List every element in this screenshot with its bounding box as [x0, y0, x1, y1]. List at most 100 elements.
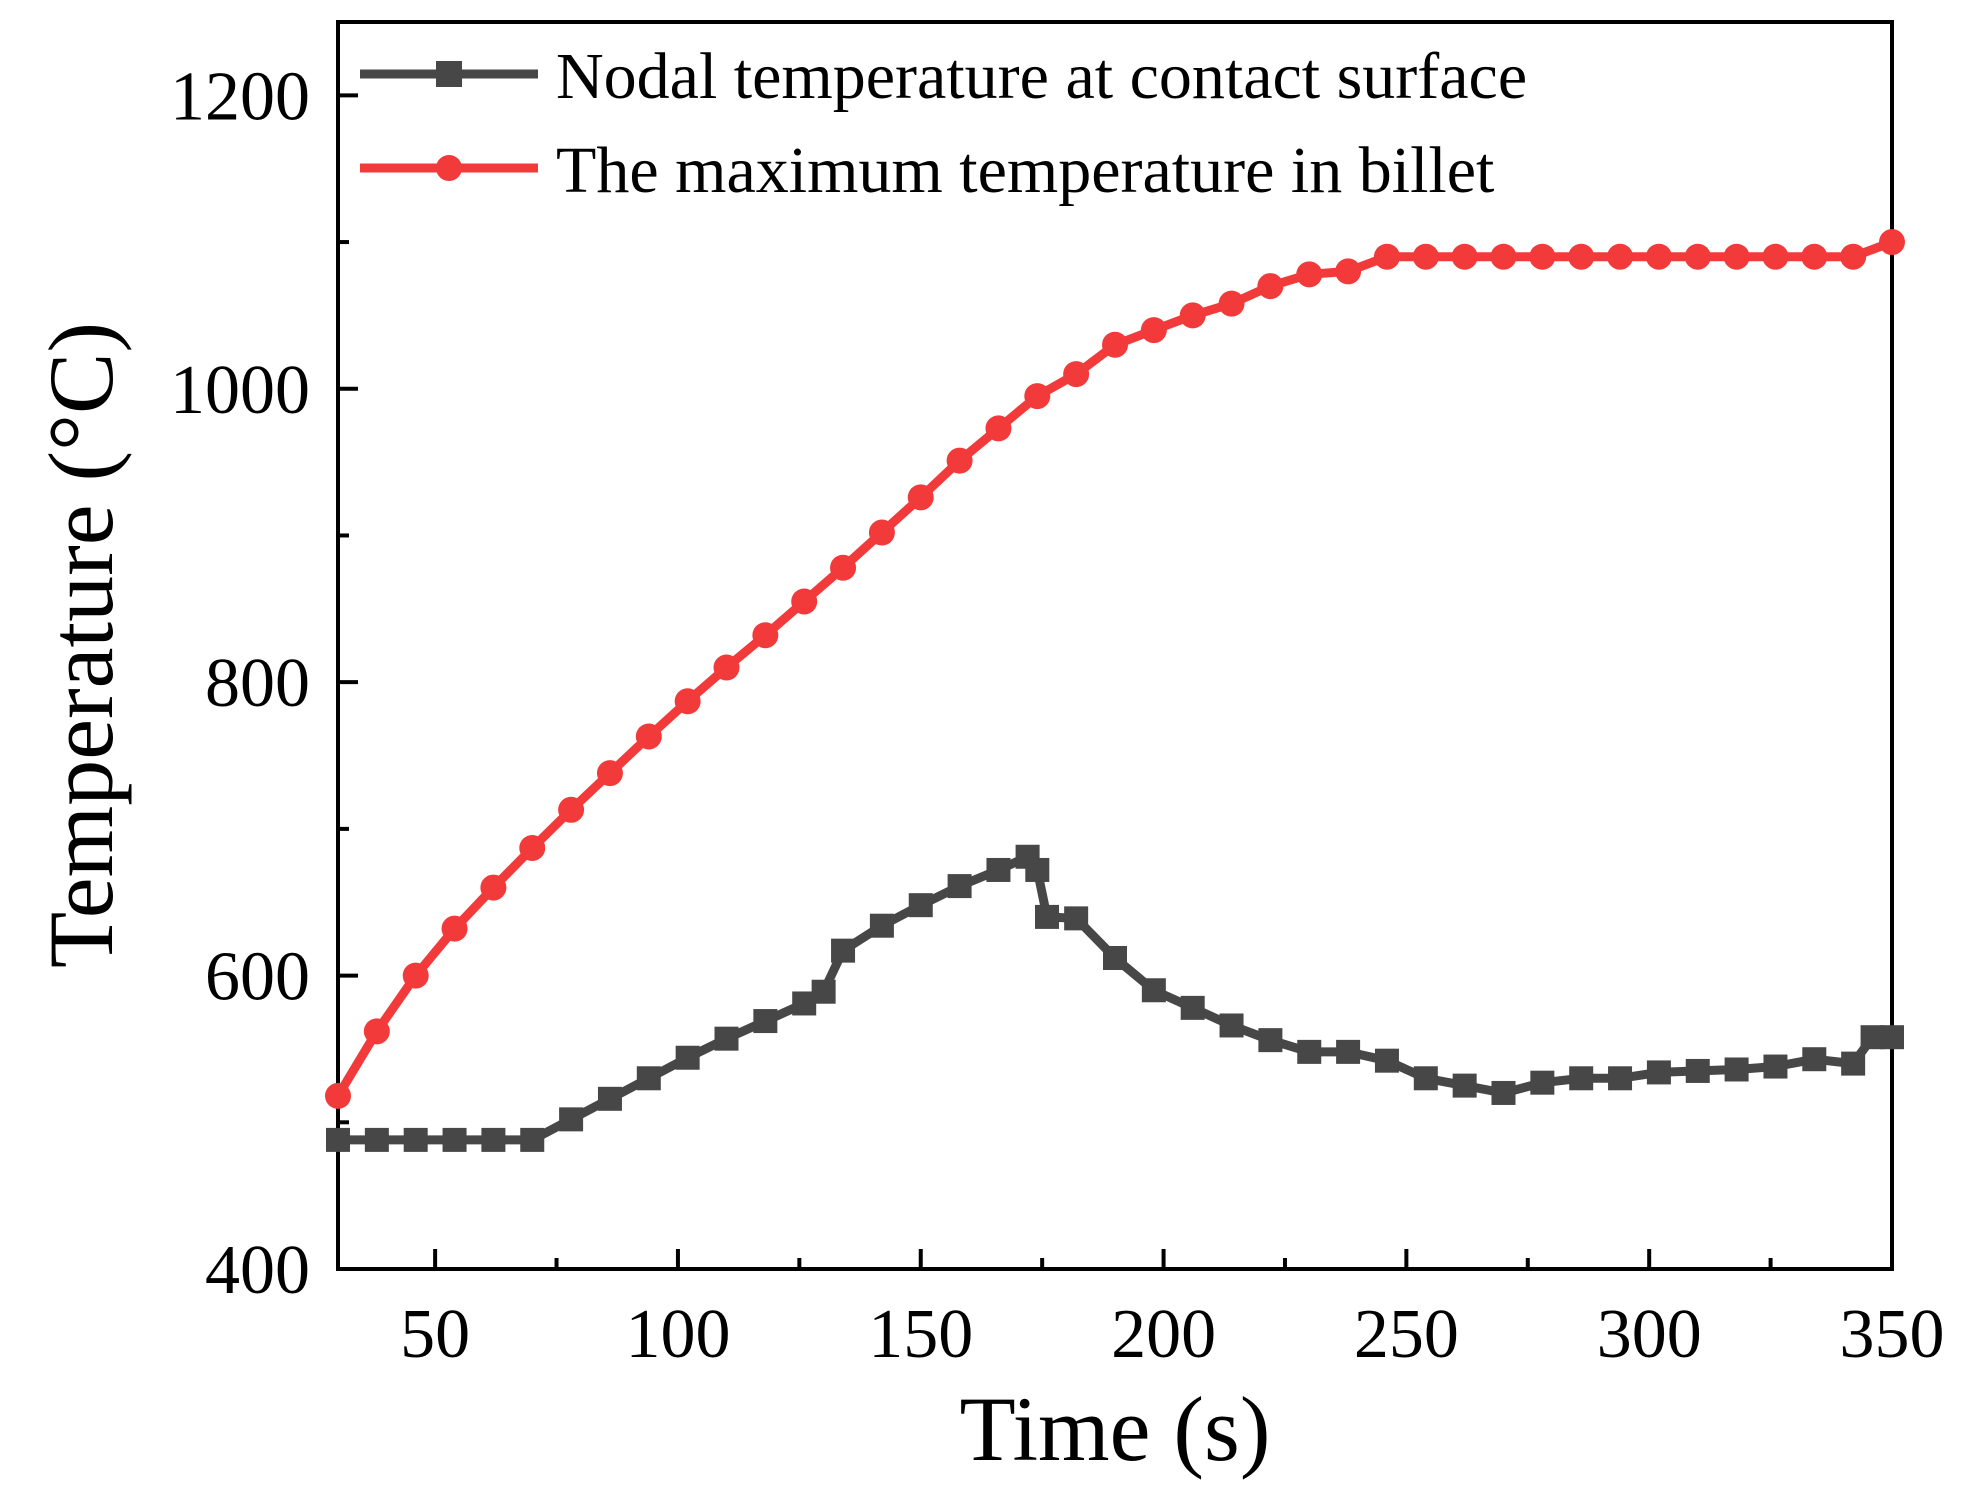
data-point-nodal	[1491, 1080, 1516, 1105]
data-point-nodal	[1141, 978, 1166, 1003]
data-point-maximum	[558, 796, 585, 823]
data-point-maximum	[1684, 243, 1711, 270]
series-line-0	[333, 852, 1897, 1145]
data-point-maximum	[635, 723, 662, 750]
series-0	[326, 844, 1904, 1152]
data-point-maximum	[1568, 243, 1595, 270]
data-point-nodal	[1374, 1048, 1399, 1073]
data-point-maximum	[713, 654, 740, 681]
data-point-nodal	[1035, 904, 1060, 929]
data-point-nodal	[1025, 857, 1050, 882]
axis-ticks	[338, 93, 1894, 1271]
data-point-nodal	[1530, 1070, 1555, 1095]
data-point-nodal	[1103, 945, 1127, 970]
x-tick-label: 50	[400, 1296, 470, 1373]
data-point-maximum	[752, 622, 779, 649]
plot-area-frame	[336, 20, 1894, 1271]
data-point-nodal	[364, 1127, 389, 1152]
data-point-nodal	[1180, 995, 1205, 1020]
data-point-nodal	[1219, 1013, 1244, 1038]
data-point-nodal	[811, 979, 836, 1004]
data-point-maximum	[1879, 229, 1905, 256]
data-point-nodal	[1841, 1051, 1866, 1076]
data-point-nodal	[597, 1086, 622, 1111]
data-point-nodal	[1802, 1047, 1827, 1072]
data-point-nodal	[1413, 1066, 1438, 1091]
y-tick-label: 800	[205, 645, 310, 722]
data-point-nodal	[1258, 1028, 1283, 1053]
data-point-maximum	[830, 554, 857, 581]
data-point-nodal	[1763, 1054, 1788, 1079]
x-tick-label: 350	[1840, 1296, 1945, 1373]
legend-label-nodal: Nodal temperature at contact surface	[556, 40, 1527, 113]
data-point-nodal	[675, 1045, 700, 1070]
data-point-maximum	[1140, 317, 1167, 344]
data-point-maximum	[868, 519, 895, 546]
data-point-maximum	[596, 760, 623, 787]
legend-label-maximum: The maximum temperature in billet	[556, 134, 1494, 207]
data-point-maximum	[402, 962, 429, 989]
y-tick-label: 400	[205, 1232, 310, 1309]
data-point-maximum	[480, 874, 507, 901]
data-point-maximum	[441, 915, 468, 942]
data-point-nodal	[326, 1127, 350, 1152]
y-tick-label: 600	[205, 939, 310, 1016]
data-point-maximum	[1840, 243, 1867, 270]
y-tick-label: 1000	[170, 352, 310, 429]
data-point-nodal	[1064, 906, 1089, 931]
data-point-nodal	[1297, 1039, 1322, 1064]
data-point-nodal	[1724, 1057, 1749, 1082]
data-point-maximum	[985, 415, 1012, 442]
data-point-maximum	[907, 484, 934, 511]
data-point-nodal	[1452, 1073, 1477, 1098]
data-point-nodal	[403, 1127, 428, 1152]
data-point-nodal	[947, 874, 972, 899]
data-point-nodal	[714, 1026, 739, 1051]
data-point-nodal	[753, 1009, 778, 1034]
legend-entry-maximum: The maximum temperature in billet	[360, 134, 1494, 207]
data-point-maximum	[1490, 243, 1517, 270]
data-point-nodal	[559, 1107, 584, 1132]
legend-marker-maximum	[436, 155, 462, 181]
y-tick-label: 1200	[170, 58, 310, 135]
data-point-nodal	[869, 913, 894, 938]
data-point-nodal	[481, 1127, 506, 1152]
legend-entry-nodal: Nodal temperature at contact surface	[360, 40, 1527, 113]
x-tick-label: 250	[1354, 1296, 1459, 1373]
legend-marker-nodal	[436, 61, 462, 87]
data-point-maximum	[1335, 258, 1362, 285]
series-layer	[325, 229, 1905, 1152]
data-point-maximum	[1412, 243, 1439, 270]
x-tick-label: 150	[868, 1296, 973, 1373]
x-tick-label: 100	[625, 1296, 730, 1373]
data-point-maximum	[674, 688, 701, 715]
data-point-maximum	[1801, 243, 1828, 270]
data-point-nodal	[1569, 1066, 1594, 1091]
data-point-maximum	[325, 1082, 351, 1109]
data-point-maximum	[1296, 261, 1323, 288]
data-point-maximum	[363, 1018, 390, 1045]
data-point-nodal	[442, 1127, 467, 1152]
data-point-maximum	[1218, 290, 1245, 317]
data-point-nodal	[1608, 1066, 1633, 1091]
data-point-maximum	[1102, 331, 1128, 358]
data-point-maximum	[1607, 243, 1634, 270]
data-point-nodal	[908, 893, 933, 918]
data-point-maximum	[946, 447, 973, 474]
data-point-maximum	[1179, 302, 1206, 329]
data-point-maximum	[1451, 243, 1478, 270]
data-point-maximum	[1723, 243, 1750, 270]
data-point-maximum	[791, 588, 818, 615]
data-point-nodal	[1336, 1039, 1361, 1064]
data-point-nodal	[831, 938, 856, 963]
legend: Nodal temperature at contact surface The…	[360, 40, 1527, 207]
series-1	[325, 229, 1905, 1109]
data-point-maximum	[1257, 273, 1284, 300]
data-point-nodal	[1646, 1060, 1671, 1085]
data-point-maximum	[1529, 243, 1556, 270]
data-point-nodal	[986, 857, 1011, 882]
data-point-nodal	[1685, 1058, 1710, 1083]
data-point-maximum	[1024, 383, 1051, 410]
y-axis-title: Temperature (°C)	[30, 322, 132, 968]
